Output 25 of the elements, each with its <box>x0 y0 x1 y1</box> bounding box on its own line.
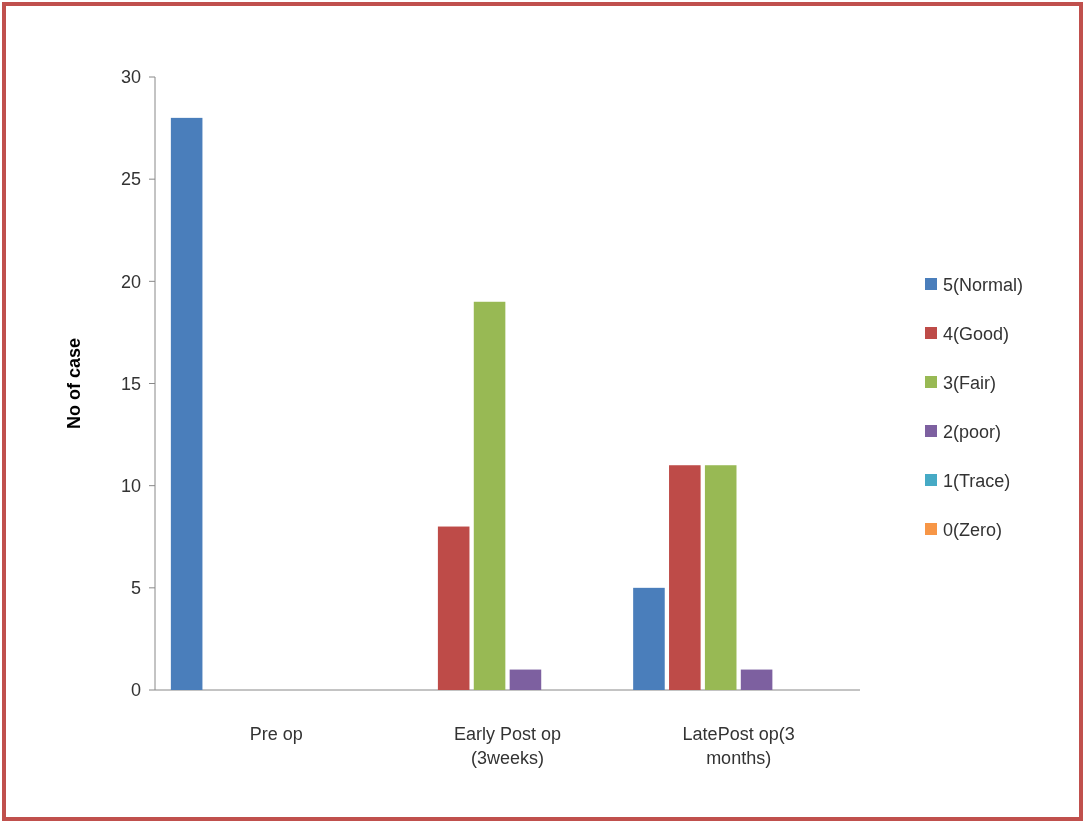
y-tick-label: 30 <box>120 67 141 88</box>
x-tick-label: Pre op <box>249 724 303 744</box>
y-tick-label: 20 <box>120 271 141 292</box>
bar <box>170 117 203 690</box>
legend-label: 0(Zero) <box>943 520 1003 541</box>
legend-label: 5(Normal) <box>943 275 1024 296</box>
y-tick-label: 0 <box>130 680 141 701</box>
legend-label: 4(Good) <box>943 324 1010 345</box>
bar <box>437 526 470 690</box>
y-tick-label: 15 <box>120 373 141 394</box>
bar <box>473 301 506 690</box>
bar <box>633 587 665 690</box>
legend-label: 3(Fair) <box>943 373 996 394</box>
y-axis-title: No of case <box>64 337 84 430</box>
bar <box>669 465 701 690</box>
bar <box>740 669 773 690</box>
x-tick-label: LatePost op(3 months) <box>682 724 795 768</box>
y-tick-label: 5 <box>130 578 141 599</box>
legend-label: 2(poor) <box>943 422 1002 443</box>
legend-label: 1(Trace) <box>943 471 1011 492</box>
y-tick-label: 25 <box>120 169 141 190</box>
x-tick-label: Early Post op (3weeks) <box>453 724 562 768</box>
bar <box>704 465 737 690</box>
bar <box>509 669 542 690</box>
y-tick-label: 10 <box>120 475 141 496</box>
